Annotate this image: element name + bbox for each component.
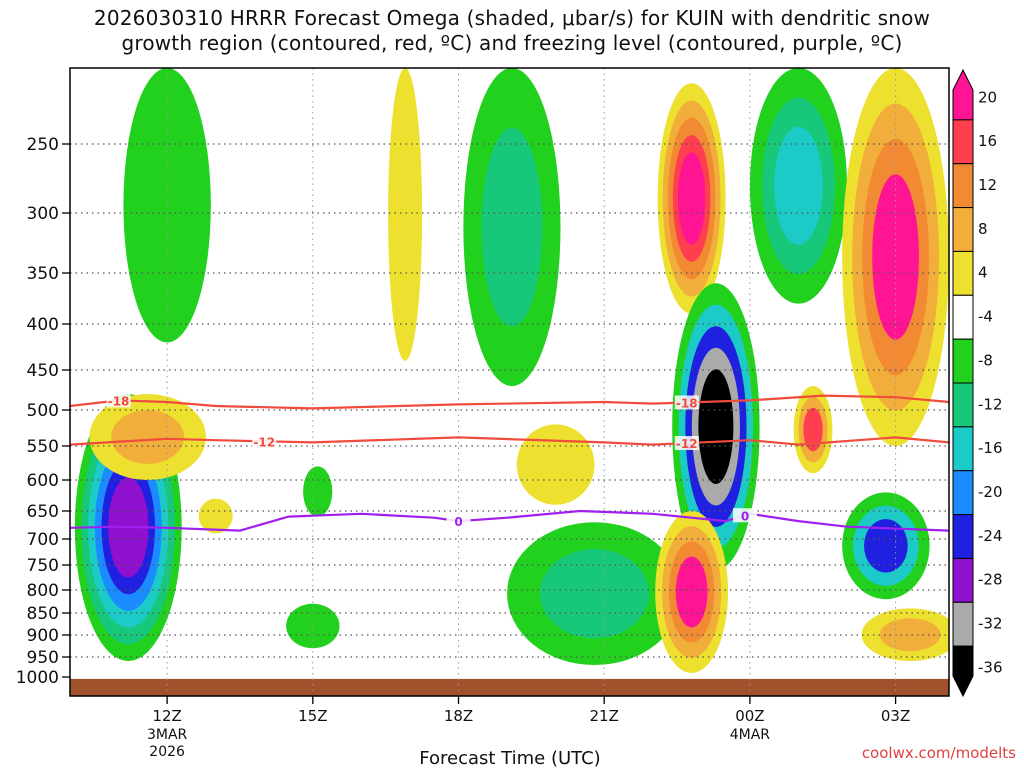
contour-label-bg-dendritic-top-1 xyxy=(674,395,699,410)
colorbar-label--24: -24 xyxy=(978,527,1003,545)
colorbar-label--16: -16 xyxy=(978,439,1003,457)
contour-label-freezing-level-0: 0 xyxy=(454,515,462,529)
colorbar-swatch--36 xyxy=(952,645,974,698)
colorbar-label--28: -28 xyxy=(978,571,1003,589)
y-tick-label-850: 850 xyxy=(27,604,59,624)
colorbar-swatch--24 xyxy=(952,514,974,559)
omega-feature-lift-15z-low-level-1 xyxy=(286,603,340,649)
x-tick-label-00Z: 00Z xyxy=(735,707,764,725)
x-tick-label-12Z: 12Z xyxy=(152,707,181,725)
contour-dendritic-bottom xyxy=(70,436,949,446)
contour-label-bg-freezing-level-0 xyxy=(446,514,471,529)
chart-title-line2: growth region (contoured, red, ºC) and f… xyxy=(121,31,903,55)
colorbar-label-20: 20 xyxy=(978,88,997,106)
ground-layer xyxy=(70,678,949,696)
contour-label-bg-dendritic-bottom-0 xyxy=(252,434,277,449)
ground-fill xyxy=(70,678,949,696)
y-tick-label-250: 250 xyxy=(27,135,59,155)
plot-frame xyxy=(69,67,950,697)
temperature-contours: -18 -18 -12 -12 0 0 xyxy=(70,393,949,532)
contour-label-dendritic-top-0: -18 xyxy=(108,394,130,408)
y-tick-label-800: 800 xyxy=(27,581,59,601)
colorbar-swatch--4 xyxy=(952,294,974,340)
y-tick-label-1000: 1000 xyxy=(16,668,59,688)
colorbar-swatch--20 xyxy=(952,470,974,516)
omega-feature-sink-upper-02z-level-4 xyxy=(872,174,919,340)
contour-label-bg-dendritic-top-0 xyxy=(106,393,131,408)
omega-feature-mid-sink-early-level-2 xyxy=(111,410,185,464)
contour-dendritic-top xyxy=(70,394,949,410)
omega-feature-strong-sink-upper-level-5 xyxy=(678,152,706,245)
omega-feature-sink-mid-01z-level-3 xyxy=(803,407,823,452)
y-tick-label-350: 350 xyxy=(27,264,59,284)
y-tick-label-950: 950 xyxy=(27,648,59,668)
colorbar-label-16: 16 xyxy=(978,132,997,150)
omega-feature-upper-lift-band-level-1 xyxy=(123,68,211,343)
contour-label-dendritic-bottom-0: -12 xyxy=(253,435,275,449)
grid-lines xyxy=(70,68,949,696)
colorbar-swatch-16 xyxy=(952,119,974,165)
contour-label-bg-dendritic-bottom-1 xyxy=(674,436,699,451)
contour-label-freezing-level-1: 0 xyxy=(741,509,749,523)
x-tick-sublabel-2026: 2026 xyxy=(149,744,185,760)
colorbar-swatch--16 xyxy=(952,426,974,472)
colorbar-swatch-8 xyxy=(952,207,974,252)
y-tick-label-450: 450 xyxy=(27,361,59,381)
colorbar-label--8: -8 xyxy=(978,351,993,369)
chart-title-line1: 2026030310 HRRR Forecast Omega (shaded, … xyxy=(93,6,931,30)
x-tick-label-03Z: 03Z xyxy=(881,707,910,725)
colorbar-label--4: -4 xyxy=(978,308,993,326)
y-tick-label-750: 750 xyxy=(27,556,59,576)
x-tick-label-18Z: 18Z xyxy=(444,707,473,725)
colorbar-label--12: -12 xyxy=(978,395,1003,413)
site-credit[interactable]: coolwx.com/modelts xyxy=(861,744,1016,762)
colorbar-label-8: 8 xyxy=(978,220,988,238)
x-tick-sublabel-4MAR: 4MAR xyxy=(730,727,771,743)
y-tick-label-400: 400 xyxy=(27,315,59,335)
colorbar-swatch--28 xyxy=(952,557,974,603)
colorbar-swatch-4 xyxy=(952,250,974,296)
omega-feature-lift-21z-low-level-2 xyxy=(539,548,650,639)
omega-feature-lift-19z-upper-level-2 xyxy=(481,127,543,327)
y-tick-label-900: 900 xyxy=(27,626,59,646)
omega-feature-lift-upper-00z-level-3 xyxy=(774,126,823,245)
y-tick-label-500: 500 xyxy=(27,401,59,421)
omega-feature-lift-15z-level-1 xyxy=(303,466,333,517)
omega-colorbar: 20 16 12 8 4 -4 -8 -12 -16 -20 -24 -28 -32 -36 xyxy=(952,68,1003,698)
x-tick-sublabel-3MAR: 3MAR xyxy=(147,727,188,743)
contour-freezing-level xyxy=(70,509,949,532)
y-tick-label-650: 650 xyxy=(27,502,59,522)
omega-feature-lift-low-02z-level-3 xyxy=(864,519,908,573)
colorbar-label--20: -20 xyxy=(978,483,1003,501)
y-tick-label-550: 550 xyxy=(27,437,59,457)
omega-feature-sink-low-03z-level-2 xyxy=(879,618,941,652)
omega-feature-strong-lift-core-level-5 xyxy=(698,369,734,484)
omega-feature-small-sink-13z-level-1 xyxy=(198,498,233,534)
colorbar-swatch-20 xyxy=(952,68,974,121)
contour-label-dendritic-top-1: -18 xyxy=(676,396,698,410)
omega-feature-strong-sink-lower-level-4 xyxy=(675,556,708,628)
colorbar-label-12: 12 xyxy=(978,176,997,194)
colorbar-swatch-12 xyxy=(952,163,974,209)
x-axis-label: Forecast Time (UTC) xyxy=(419,748,600,768)
contour-label-bg-freezing-level-1 xyxy=(733,508,758,523)
colorbar-swatch--32 xyxy=(952,601,974,647)
x-tick-label-21Z: 21Z xyxy=(590,707,619,725)
x-tick-label-15Z: 15Z xyxy=(298,707,327,725)
colorbar-swatch--12 xyxy=(952,382,974,428)
y-tick-label-300: 300 xyxy=(27,204,59,224)
y-tick-label-700: 700 xyxy=(27,530,59,550)
omega-feature-sink-20z-mid-level-1 xyxy=(516,424,595,505)
y-tick-label-600: 600 xyxy=(27,471,59,491)
pressure-axis: 2503003504004505005506006507007508008509… xyxy=(16,135,70,688)
contour-label-dendritic-bottom-1: -12 xyxy=(676,437,698,451)
omega-feature-sink-17z-upper-level-1 xyxy=(388,68,423,361)
colorbar-label-4: 4 xyxy=(978,264,988,282)
colorbar-label--36: -36 xyxy=(978,658,1003,676)
colorbar-label--32: -32 xyxy=(978,615,1003,633)
colorbar-swatch--8 xyxy=(952,338,974,384)
